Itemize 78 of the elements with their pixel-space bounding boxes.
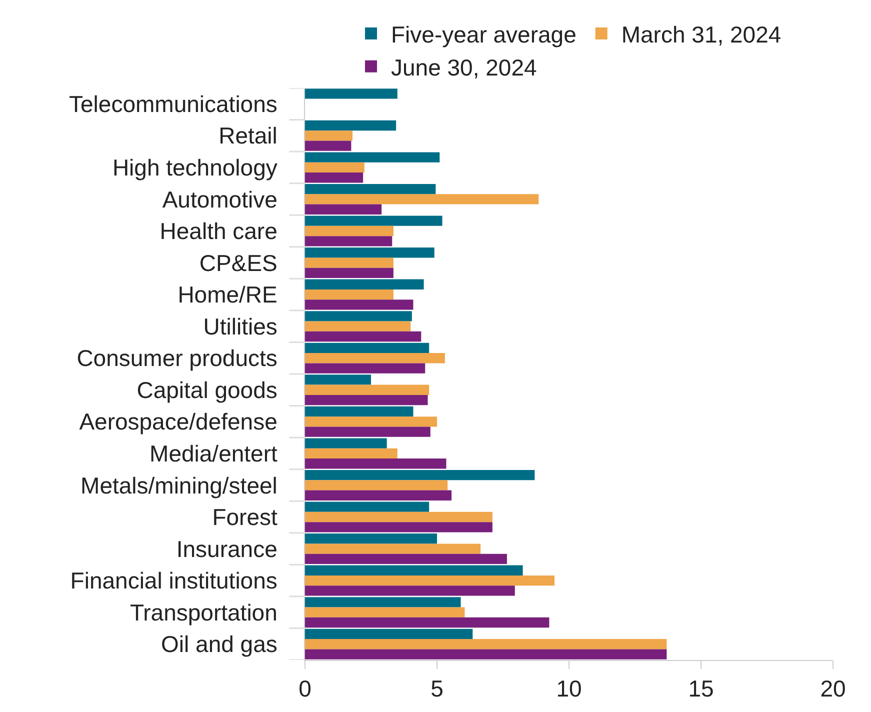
bar [305, 172, 364, 183]
y-tick-label: High technology [112, 154, 278, 180]
y-tick-label: Automotive [162, 186, 278, 212]
y-tick-label: CP&ES [199, 250, 278, 276]
bar [305, 311, 412, 322]
bar [305, 554, 507, 564]
bar [305, 268, 394, 278]
bar [305, 162, 364, 173]
bar [305, 289, 394, 300]
bar [305, 140, 352, 151]
bar [305, 152, 440, 162]
bar [305, 384, 430, 395]
bar [305, 458, 446, 469]
legend-label: Five-year average [391, 21, 576, 48]
bar [305, 502, 430, 512]
bar [305, 374, 371, 385]
bar [305, 248, 434, 258]
bar [305, 607, 465, 618]
bar [305, 120, 396, 131]
bar [305, 512, 492, 522]
bar [305, 216, 442, 226]
bar [305, 617, 550, 628]
bar [305, 258, 394, 268]
bar [305, 628, 473, 640]
bar [305, 394, 428, 406]
x-tick-label: 15 [688, 676, 714, 702]
bar [305, 130, 353, 141]
bar [305, 416, 437, 427]
x-tick-label: 5 [430, 676, 444, 702]
bar [305, 575, 554, 586]
bar [305, 480, 448, 490]
y-tick-label: Capital goods [136, 376, 278, 403]
y-tick-label: Retail [218, 122, 278, 149]
bar [305, 426, 430, 437]
bar [305, 331, 422, 342]
y-tick-label: Consumer products [76, 345, 278, 372]
bar [305, 353, 445, 364]
bar [305, 597, 461, 608]
y-tick-label: Insurance [176, 536, 278, 562]
bar [305, 204, 382, 214]
bar [305, 300, 414, 310]
y-tick-label: Aerospace/defense [79, 408, 278, 435]
bar [305, 406, 414, 417]
bar [305, 565, 523, 576]
y-tick-label: Health care [160, 218, 278, 244]
y-tick-label: Telecommunications [69, 90, 278, 117]
y-tick-label: Oil and gas [161, 631, 278, 658]
y-tick-label: Transportation [130, 599, 278, 626]
bar [305, 88, 398, 99]
bar [305, 279, 424, 290]
bar [305, 448, 398, 459]
y-tick-label: Utilities [203, 313, 278, 340]
bar [305, 522, 492, 532]
bar [305, 649, 667, 660]
bar [305, 586, 515, 596]
bar [305, 194, 539, 204]
x-tick-label: 20 [820, 676, 846, 702]
y-tick-label: Home/RE [178, 282, 278, 308]
y-tick-label: Financial institutions [70, 568, 278, 594]
bar [305, 438, 387, 448]
bar [305, 236, 392, 246]
bar [305, 342, 430, 354]
y-tick-label: Metals/mining/steel [80, 472, 278, 498]
bar [305, 184, 436, 194]
bar [305, 639, 667, 650]
bar [305, 363, 426, 374]
x-tick-label: 10 [556, 676, 582, 702]
bar [305, 544, 481, 554]
bar [305, 534, 437, 544]
legend-label: March 31, 2024 [621, 21, 782, 48]
y-tick-label: Forest [212, 504, 278, 530]
bar [305, 470, 535, 480]
bar [305, 321, 411, 332]
y-tick-label: Media/entert [150, 440, 278, 466]
bar [305, 226, 394, 236]
x-tick-label: 0 [298, 676, 312, 702]
bar [305, 490, 452, 500]
legend-label: June 30, 2024 [391, 54, 537, 80]
